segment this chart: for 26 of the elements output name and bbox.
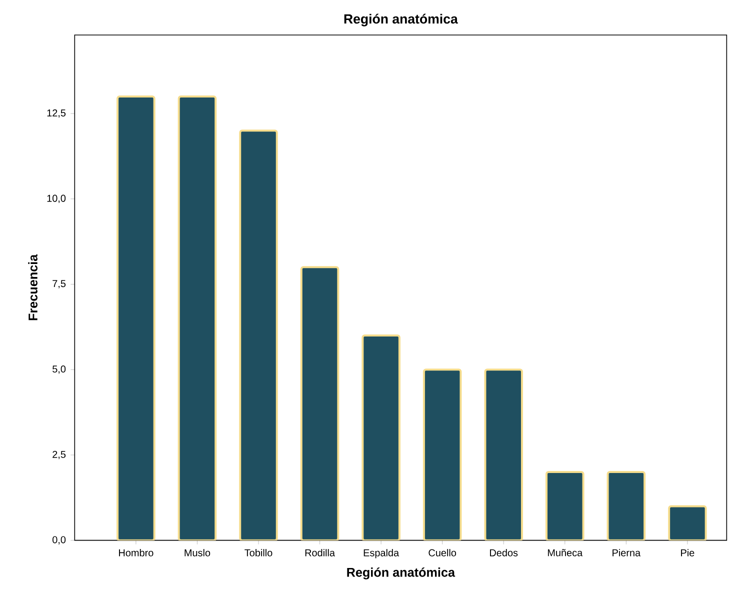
x-tick-label: Rodilla	[305, 549, 335, 556]
y-axis-title: Frecuencia	[28, 254, 38, 320]
bar	[484, 368, 523, 540]
y-tick-label: 5,0	[52, 365, 66, 374]
y-tick-label: 2,5	[52, 450, 66, 460]
y-tick-label: 10,0	[47, 194, 66, 203]
x-tick-label: Muslo	[184, 549, 210, 556]
x-tick-label: Pie	[681, 549, 694, 556]
bar	[546, 471, 584, 540]
x-tick-label: Pierna	[612, 549, 641, 556]
bar	[668, 505, 707, 540]
x-tick-label: Espalda	[364, 549, 400, 558]
y-tick-label: 0,0	[52, 536, 66, 544]
x-tick-label: Muñeca	[548, 549, 583, 556]
x-tick-label: Hombro	[119, 549, 154, 556]
y-tick-label: 12,5	[47, 109, 66, 118]
bar	[422, 368, 462, 540]
chart-title: Región anatómica	[344, 14, 458, 26]
x-tick-label: Cuello	[428, 549, 456, 556]
bar	[606, 471, 646, 540]
x-tick-label: Tobillo	[244, 549, 272, 556]
y-tick-label: 7,5	[52, 280, 66, 288]
x-tick-label: Dedos	[490, 549, 518, 556]
bar	[300, 266, 340, 540]
bar	[239, 130, 278, 540]
x-axis-title: Región anatómica	[347, 567, 456, 580]
